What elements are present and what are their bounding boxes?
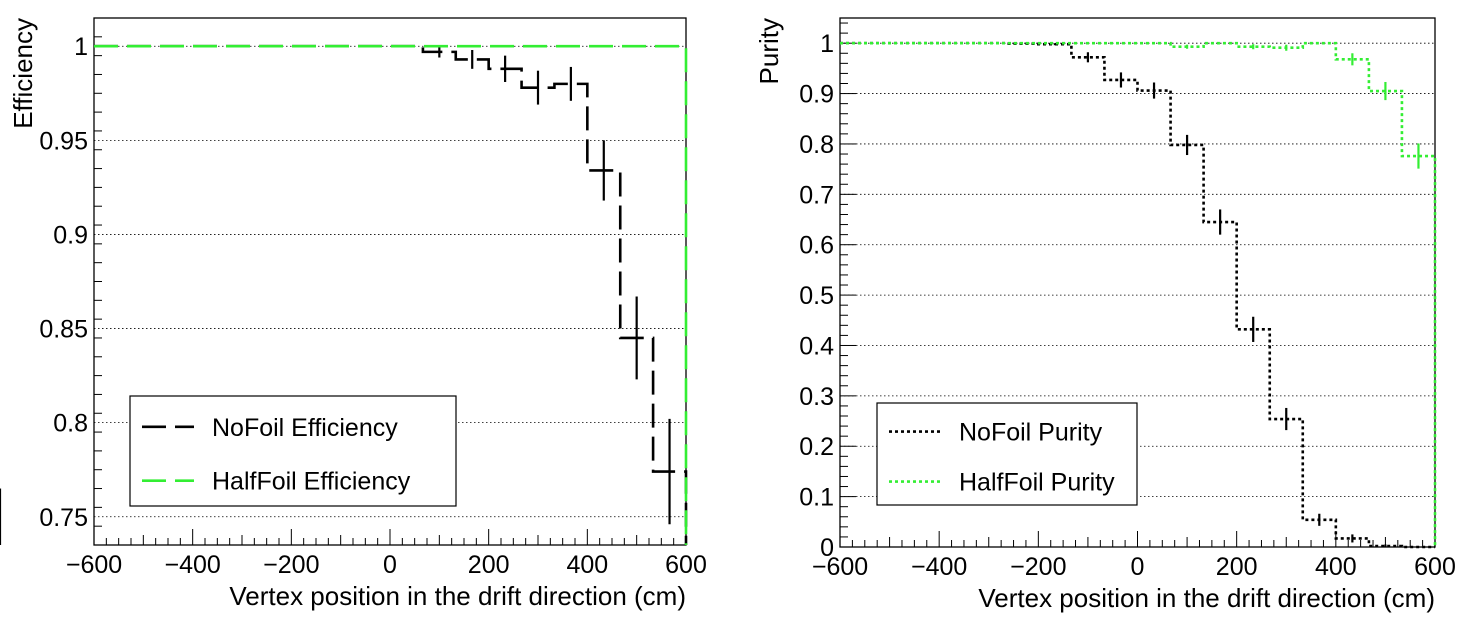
legend: NoFoil Efficiency HalfFoil Efficiency [129, 395, 457, 507]
x-tick-label: 200 [468, 551, 510, 579]
legend-box [876, 402, 1138, 506]
legend: NoFoil Purity HalfFoil Purity [876, 402, 1138, 506]
x-tick-label: 600 [1414, 553, 1456, 581]
efficiency-panel: −600 −400 −200 0 200 400 600 0.75 0.8 0.85 0.9 0.95… [0, 17, 707, 611]
x-axis-title: Vertex position in the drift direction (… [978, 583, 1435, 613]
y-tick-label: 0.75 [39, 504, 88, 532]
y-tick-label: 0.4 [799, 332, 834, 360]
x-tick-label: −400 [165, 551, 221, 579]
x-tick-label: 0 [383, 551, 397, 579]
y-tick-label: 0.5 [799, 282, 834, 310]
legend-label: HalfFoil Purity [959, 469, 1115, 497]
x-tick-label: 0 [1131, 553, 1145, 581]
y-tick-label: 0 [820, 534, 834, 562]
y-axis-title: Efficiency [8, 18, 38, 129]
x-tick-label: −200 [263, 551, 319, 579]
purity-panel: −600 −400 −200 0 200 400 600 0 0.1 0.2 0.3 0.4 0.5 0.… [754, 17, 1456, 613]
y-tick-label: 0.9 [799, 81, 834, 109]
y-tick-label: 0.1 [799, 484, 834, 512]
x-tick-label: 600 [665, 551, 707, 579]
x-tick-label: 200 [1216, 553, 1258, 581]
y-axis-title: Purity [754, 18, 784, 84]
x-tick-label: −200 [1010, 553, 1066, 581]
x-tick-label: 400 [566, 551, 608, 579]
y-tick-label: 1 [74, 33, 88, 61]
series-halffoil [94, 44, 688, 545]
series-halffoil [840, 41, 1437, 547]
y-tick-label: 0.8 [53, 410, 88, 438]
y-tick-label: 1 [820, 30, 834, 58]
legend-label: NoFoil Purity [959, 419, 1103, 447]
y-tick-label: 0.7 [799, 181, 834, 209]
y-tick-label: 0.2 [799, 433, 834, 461]
y-tick-label: 0.8 [799, 131, 834, 159]
x-tick-label: −400 [911, 553, 967, 581]
legend-box [129, 395, 457, 507]
legend-label: HalfFoil Efficiency [212, 468, 411, 496]
x-tick-label: −600 [812, 553, 868, 581]
x-tick-label: −600 [66, 551, 122, 579]
series-line [94, 44, 688, 545]
y-tick-label: 0.95 [39, 127, 88, 155]
y-tick-label: 0.9 [53, 221, 88, 249]
y-tick-label: 0.85 [39, 316, 88, 344]
x-axis-title: Vertex position in the drift direction (… [229, 581, 686, 611]
x-tick-label: 400 [1315, 553, 1357, 581]
legend-label: NoFoil Efficiency [212, 414, 398, 442]
y-tick-label: 0.3 [799, 383, 834, 411]
series-nofoil [840, 41, 1435, 549]
series-line [840, 41, 1437, 547]
y-tick-label: 0.6 [799, 232, 834, 260]
